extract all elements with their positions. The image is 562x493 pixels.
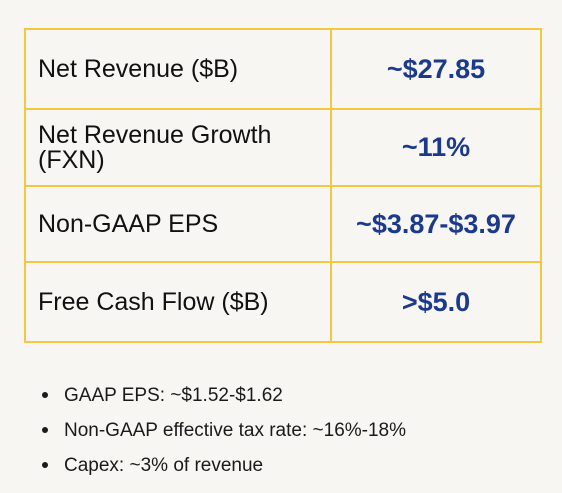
table-row: Net Revenue Growth (FXN) ~11%	[24, 108, 542, 187]
notes-list: GAAP EPS: ~$1.52-$1.62 Non-GAAP effectiv…	[42, 378, 406, 483]
net-revenue-label: Net Revenue ($B)	[24, 28, 332, 110]
table-row: Non-GAAP EPS ~$3.87-$3.97	[24, 185, 542, 263]
net-revenue-value: ~$27.85	[330, 28, 542, 110]
free-cash-flow-label: Free Cash Flow ($B)	[24, 261, 332, 343]
table-row: Free Cash Flow ($B) >$5.0	[24, 261, 542, 343]
bullet-icon	[42, 427, 48, 433]
net-revenue-growth-label: Net Revenue Growth (FXN)	[24, 108, 332, 187]
guidance-table: Net Revenue ($B) ~$27.85 Net Revenue Gro…	[24, 28, 542, 343]
list-item: Non-GAAP effective tax rate: ~16%-18%	[42, 413, 406, 448]
tax-rate-note: Non-GAAP effective tax rate: ~16%-18%	[64, 420, 407, 441]
capex-note: Capex: ~3% of revenue	[64, 455, 264, 476]
bullet-icon	[42, 392, 48, 398]
net-revenue-growth-value: ~11%	[330, 108, 542, 187]
list-item: Capex: ~3% of revenue	[42, 448, 406, 483]
table-row: Net Revenue ($B) ~$27.85	[24, 28, 542, 110]
gaap-eps-note: GAAP EPS: ~$1.52-$1.62	[64, 385, 283, 406]
list-item: GAAP EPS: ~$1.52-$1.62	[42, 378, 406, 413]
bullet-icon	[42, 462, 48, 468]
free-cash-flow-value: >$5.0	[330, 261, 542, 343]
non-gaap-eps-value: ~$3.87-$3.97	[330, 185, 542, 263]
non-gaap-eps-label: Non-GAAP EPS	[24, 185, 332, 263]
